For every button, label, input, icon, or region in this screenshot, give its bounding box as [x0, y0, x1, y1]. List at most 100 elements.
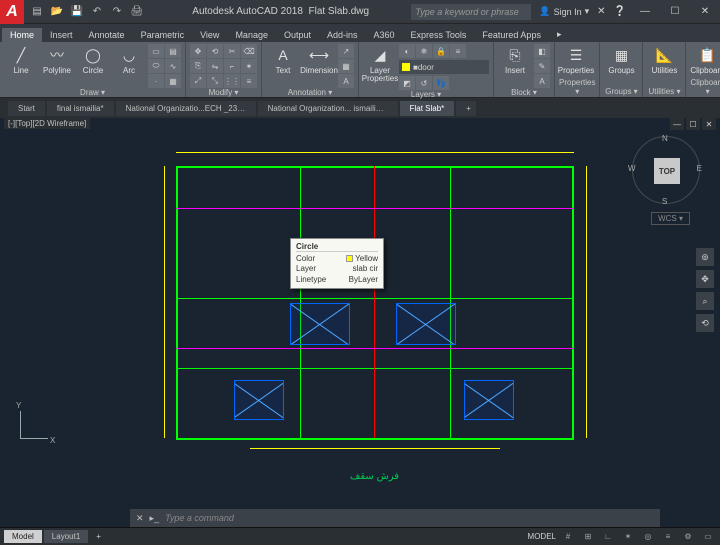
offset-icon[interactable]: ≡: [241, 74, 257, 88]
qat-redo-icon[interactable]: ↷: [110, 5, 124, 19]
edit-block-icon[interactable]: ✎: [534, 59, 550, 73]
layout-tab[interactable]: Layout1: [44, 530, 88, 543]
polyline-icon: 〰: [46, 44, 68, 66]
arc-button[interactable]: ◡Arc: [112, 44, 146, 75]
tab-parametric[interactable]: Parametric: [133, 28, 193, 42]
tab-manage[interactable]: Manage: [227, 28, 276, 42]
exchange-icon[interactable]: ✕: [597, 6, 605, 17]
vp-close-icon[interactable]: ✕: [702, 118, 716, 130]
qat-undo-icon[interactable]: ↶: [90, 5, 104, 19]
trim-icon[interactable]: ✂: [224, 44, 240, 58]
scale-icon[interactable]: ⤡: [207, 74, 223, 88]
help-icon[interactable]: ❔: [614, 6, 626, 17]
tab-output[interactable]: Output: [276, 28, 319, 42]
tab-home[interactable]: Home: [2, 28, 42, 42]
utilities-button[interactable]: 📐Utilities: [647, 44, 681, 75]
mirror-icon[interactable]: ⇋: [207, 59, 223, 73]
move-icon[interactable]: ✥: [190, 44, 206, 58]
add-layout-icon[interactable]: +: [90, 532, 107, 541]
qat-print-icon[interactable]: 🖨: [130, 5, 144, 19]
spline-icon[interactable]: ∿: [165, 59, 181, 73]
app-logo[interactable]: A: [0, 0, 24, 24]
hatch-icon[interactable]: ▤: [165, 44, 181, 58]
cmd-close-icon[interactable]: ✕: [136, 513, 144, 524]
workspace-icon[interactable]: ⚙: [680, 530, 696, 544]
osnap-toggle-icon[interactable]: ◎: [640, 530, 656, 544]
mtext-icon[interactable]: A: [338, 74, 354, 88]
signin-button[interactable]: 👤 Sign In ▾: [539, 6, 589, 17]
file-tab[interactable]: National Organizatio...ECH _23-9-2021 (1…: [116, 101, 256, 116]
tab-view[interactable]: View: [192, 28, 227, 42]
line-button[interactable]: ╱Line: [4, 44, 38, 75]
tab-annotate[interactable]: Annotate: [81, 28, 133, 42]
stretch-icon[interactable]: ⤢: [190, 74, 206, 88]
viewport-label[interactable]: [-][Top][2D Wireframe]: [4, 118, 90, 129]
lineweight-icon[interactable]: ≡: [660, 530, 676, 544]
explode-icon[interactable]: ✶: [241, 59, 257, 73]
clean-screen-icon[interactable]: ▭: [700, 530, 716, 544]
create-block-icon[interactable]: ◧: [534, 44, 550, 58]
maximize-icon[interactable]: ☐: [660, 0, 690, 24]
erase-icon[interactable]: ⌫: [241, 44, 257, 58]
text-button[interactable]: AText: [266, 44, 300, 75]
ellipse-icon[interactable]: ⬭: [148, 59, 164, 73]
close-icon[interactable]: ✕: [690, 0, 720, 24]
layer-match-icon[interactable]: ≡: [450, 44, 466, 58]
model-canvas[interactable]: فرش سقف Circle ColorYellow Layerslab cir…: [0, 130, 720, 495]
rect-icon[interactable]: ▭: [148, 44, 164, 58]
array-icon[interactable]: ⋮⋮: [224, 74, 240, 88]
groups-button[interactable]: ▦Groups: [604, 44, 638, 75]
polyline-button[interactable]: 〰Polyline: [40, 44, 74, 75]
tab-featured[interactable]: Featured Apps: [474, 28, 549, 42]
vp-max-icon[interactable]: ☐: [686, 118, 700, 130]
layer-off-icon[interactable]: ◐: [399, 44, 415, 58]
panel-modify: ✥⟲✂⌫ ⎘⇋⌐✶ ⤢⤡⋮⋮≡ Modify ▾: [186, 42, 262, 97]
file-tab[interactable]: final ismailia*: [47, 101, 114, 116]
new-tab-button[interactable]: +: [456, 101, 476, 116]
leader-icon[interactable]: ↗: [338, 44, 354, 58]
grid-toggle-icon[interactable]: #: [560, 530, 576, 544]
tab-insert[interactable]: Insert: [42, 28, 81, 42]
layer-combo[interactable]: ■ door: [399, 60, 489, 74]
drawing-area[interactable]: [-][Top][2D Wireframe] — ☐ ✕ TOP N S E W…: [0, 118, 720, 527]
fillet-icon[interactable]: ⌐: [224, 59, 240, 73]
attr-icon[interactable]: A: [534, 74, 550, 88]
table-icon[interactable]: ▦: [338, 59, 354, 73]
file-tab-start[interactable]: Start: [8, 101, 45, 116]
tab-addins[interactable]: Add-ins: [319, 28, 366, 42]
snap-toggle-icon[interactable]: ⊞: [580, 530, 596, 544]
layer-iso-icon[interactable]: ◩: [399, 76, 415, 90]
file-tab-active[interactable]: Flat Slab*: [400, 101, 455, 116]
clipboard-button[interactable]: 📋Clipboard: [690, 44, 720, 75]
minimize-icon[interactable]: —: [630, 0, 660, 24]
copy-icon[interactable]: ⎘: [190, 59, 206, 73]
layer-properties-button[interactable]: ◢Layer Properties: [363, 44, 397, 83]
qat-open-icon[interactable]: 📂: [50, 5, 64, 19]
region-icon[interactable]: ▦: [165, 74, 181, 88]
insert-button[interactable]: ⎘Insert: [498, 44, 532, 75]
qat-save-icon[interactable]: 💾: [70, 5, 84, 19]
layer-freeze-icon[interactable]: ❄: [416, 44, 432, 58]
tab-extra-icon[interactable]: ▸: [549, 27, 570, 42]
qat-new-icon[interactable]: ▤: [30, 5, 44, 19]
circle-button[interactable]: ◯Circle: [76, 44, 110, 75]
tab-express[interactable]: Express Tools: [403, 28, 475, 42]
point-icon[interactable]: ·: [148, 74, 164, 88]
properties-button[interactable]: ☰Properties: [559, 44, 593, 75]
layer-lock-icon[interactable]: 🔒: [433, 44, 449, 58]
help-search[interactable]: Type a keyword or phrase: [411, 4, 531, 20]
file-tab[interactable]: National Organization... ismailia 11-8-2…: [258, 101, 398, 116]
panel-block: ⎘Insert◧✎A Block ▾: [494, 42, 555, 97]
ortho-toggle-icon[interactable]: ∟: [600, 530, 616, 544]
rotate-icon[interactable]: ⟲: [207, 44, 223, 58]
dimension-button[interactable]: ⟷Dimension: [302, 44, 336, 75]
vp-min-icon[interactable]: —: [670, 118, 684, 130]
layer-prev-icon[interactable]: ↺: [416, 76, 432, 90]
dimension-icon: ⟷: [308, 44, 330, 66]
tab-a360[interactable]: A360: [366, 28, 403, 42]
model-tab[interactable]: Model: [4, 530, 42, 543]
status-model-label[interactable]: MODEL: [528, 532, 556, 541]
command-line[interactable]: ✕ ▸_ Type a command: [130, 509, 660, 527]
layer-walk-icon[interactable]: 👣: [433, 76, 449, 90]
polar-toggle-icon[interactable]: ✶: [620, 530, 636, 544]
